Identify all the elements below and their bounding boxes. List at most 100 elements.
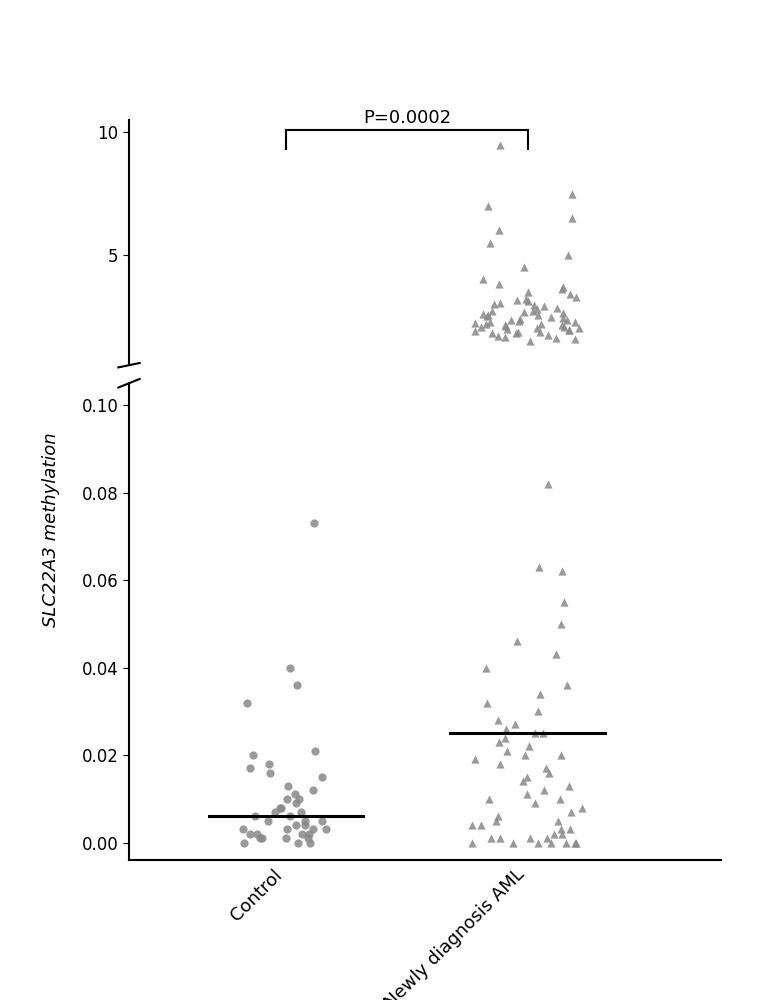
Point — [264, 765, 276, 781]
Point — [570, 289, 582, 305]
Point — [521, 769, 534, 785]
Point — [249, 808, 261, 824]
Point — [528, 297, 540, 313]
Point — [540, 760, 552, 776]
Point — [541, 476, 553, 492]
Point — [251, 826, 263, 842]
Point — [490, 813, 502, 829]
Point — [537, 725, 549, 741]
Point — [565, 804, 577, 820]
Point — [565, 286, 577, 302]
Point — [299, 813, 311, 829]
Point — [274, 800, 286, 816]
Point — [499, 317, 512, 333]
Point — [532, 835, 544, 851]
Point — [511, 292, 523, 308]
Point — [304, 835, 316, 851]
Point — [486, 303, 498, 319]
Point — [500, 321, 512, 337]
Point — [316, 769, 328, 785]
Point — [517, 773, 529, 789]
Point — [256, 830, 268, 846]
Point — [477, 306, 489, 322]
Point — [551, 300, 563, 316]
Point — [296, 826, 308, 842]
Point — [490, 365, 502, 381]
Point — [545, 309, 557, 325]
Point — [552, 813, 564, 829]
Point — [284, 660, 296, 676]
Point — [509, 716, 521, 732]
Point — [289, 786, 301, 802]
Point — [494, 756, 506, 772]
Point — [282, 778, 294, 794]
Point — [556, 826, 568, 842]
Point — [559, 594, 571, 610]
Point — [465, 835, 477, 851]
Point — [550, 646, 562, 662]
Point — [317, 813, 329, 829]
Point — [254, 830, 266, 846]
Text: P=0.0002: P=0.0002 — [363, 109, 451, 127]
Point — [275, 800, 287, 816]
Point — [532, 307, 544, 323]
Point — [272, 366, 285, 382]
Point — [469, 751, 481, 767]
Point — [519, 747, 531, 763]
Point — [556, 317, 568, 333]
Point — [569, 331, 581, 347]
Point — [487, 325, 499, 341]
Point — [493, 137, 505, 153]
Point — [301, 830, 313, 846]
Point — [572, 320, 584, 336]
Text: SLC22A3 methylation: SLC22A3 methylation — [42, 433, 60, 627]
Point — [561, 677, 573, 693]
Point — [555, 747, 567, 763]
Point — [482, 307, 494, 323]
Point — [531, 320, 543, 336]
Point — [545, 835, 557, 851]
Point — [569, 835, 581, 851]
Point — [507, 835, 519, 851]
Point — [499, 730, 511, 746]
Point — [475, 817, 487, 833]
Point — [524, 830, 536, 846]
Point — [559, 319, 571, 335]
Point — [480, 695, 493, 711]
Point — [514, 311, 526, 327]
Point — [247, 747, 259, 763]
Point — [535, 316, 547, 332]
Point — [555, 821, 567, 837]
Point — [538, 298, 550, 314]
Point — [511, 633, 523, 649]
Point — [483, 314, 496, 330]
Point — [557, 305, 569, 321]
Point — [540, 830, 553, 846]
Point — [238, 835, 250, 851]
Point — [568, 314, 581, 330]
Point — [493, 734, 505, 750]
Point — [244, 826, 257, 842]
Point — [543, 765, 556, 781]
Point — [529, 795, 541, 811]
Point — [284, 808, 296, 824]
Point — [523, 738, 535, 754]
Point — [262, 813, 274, 829]
Point — [307, 821, 320, 837]
Point — [295, 804, 307, 820]
Point — [554, 791, 566, 807]
Point — [483, 791, 495, 807]
Point — [244, 760, 257, 776]
Point — [487, 296, 499, 312]
Point — [531, 301, 543, 317]
Point — [541, 327, 553, 343]
Point — [494, 295, 506, 311]
Point — [493, 222, 505, 238]
Point — [505, 312, 518, 328]
Point — [512, 324, 524, 340]
Point — [480, 316, 493, 332]
Point — [556, 279, 568, 295]
Point — [560, 835, 572, 851]
Point — [533, 559, 545, 575]
Point — [520, 364, 532, 380]
